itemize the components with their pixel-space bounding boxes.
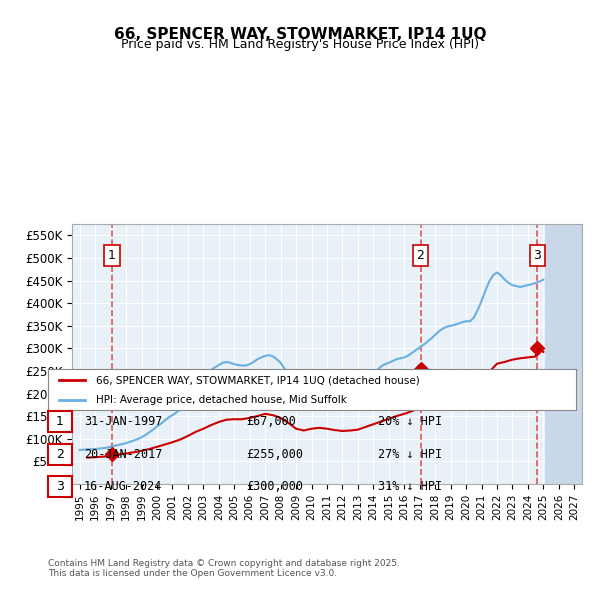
Text: 3: 3 [56, 480, 64, 493]
Text: 31% ↓ HPI: 31% ↓ HPI [378, 480, 442, 493]
Text: £255,000: £255,000 [246, 448, 303, 461]
Text: 1: 1 [56, 415, 64, 428]
Text: 66, SPENCER WAY, STOWMARKET, IP14 1UQ: 66, SPENCER WAY, STOWMARKET, IP14 1UQ [114, 27, 486, 41]
Text: £67,000: £67,000 [246, 415, 296, 428]
Text: Price paid vs. HM Land Registry's House Price Index (HPI): Price paid vs. HM Land Registry's House … [121, 38, 479, 51]
Text: 20% ↓ HPI: 20% ↓ HPI [378, 415, 442, 428]
Text: 16-AUG-2024: 16-AUG-2024 [84, 480, 163, 493]
Text: 20-JAN-2017: 20-JAN-2017 [84, 448, 163, 461]
Text: 66, SPENCER WAY, STOWMARKET, IP14 1UQ (detached house): 66, SPENCER WAY, STOWMARKET, IP14 1UQ (d… [95, 375, 419, 385]
Text: 27% ↓ HPI: 27% ↓ HPI [378, 448, 442, 461]
Text: 2: 2 [416, 249, 424, 262]
Text: 2: 2 [56, 448, 64, 461]
Text: 3: 3 [533, 249, 541, 262]
Text: 31-JAN-1997: 31-JAN-1997 [84, 415, 163, 428]
Text: £300,000: £300,000 [246, 480, 303, 493]
Bar [545, 224, 582, 484]
Text: 1: 1 [108, 249, 116, 262]
Text: Contains HM Land Registry data © Crown copyright and database right 2025.
This d: Contains HM Land Registry data © Crown c… [48, 559, 400, 578]
Text: HPI: Average price, detached house, Mid Suffolk: HPI: Average price, detached house, Mid … [95, 395, 346, 405]
